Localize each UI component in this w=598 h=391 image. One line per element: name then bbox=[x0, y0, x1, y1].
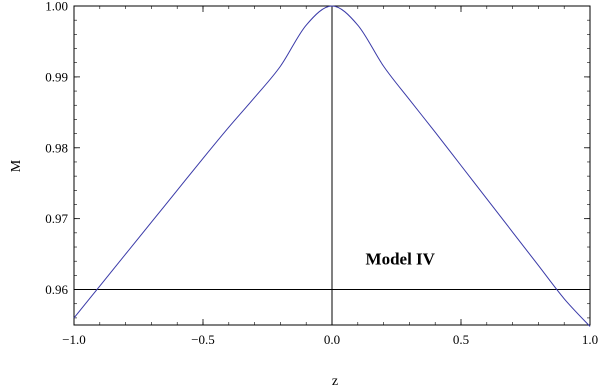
y-axis-title: M bbox=[9, 159, 24, 172]
series-line bbox=[73, 5, 591, 327]
x-axis-title: z bbox=[332, 374, 338, 389]
x-tick-label: 1.0 bbox=[582, 332, 598, 347]
x-tick-label: −0.5 bbox=[191, 332, 215, 347]
y-tick-label: 0.98 bbox=[45, 140, 68, 155]
ticks bbox=[73, 5, 591, 325]
x-tick-label: 0.0 bbox=[324, 332, 340, 347]
reference-lines bbox=[74, 6, 590, 325]
y-tick-labels: 0.96 0.97 0.98 0.99 1.00 bbox=[45, 0, 68, 297]
y-tick-label: 0.96 bbox=[45, 282, 68, 297]
data-series bbox=[73, 5, 591, 327]
x-tick-labels: −1.0 −0.5 0.0 0.5 1.0 bbox=[62, 332, 598, 347]
y-tick-label: 0.99 bbox=[45, 69, 68, 84]
x-tick-label: 0.5 bbox=[453, 332, 469, 347]
y-tick-label: 0.97 bbox=[45, 211, 68, 226]
x-tick-label: −1.0 bbox=[62, 332, 86, 347]
model-annotation: Model IV bbox=[366, 250, 436, 269]
y-tick-label: 1.00 bbox=[45, 0, 68, 14]
